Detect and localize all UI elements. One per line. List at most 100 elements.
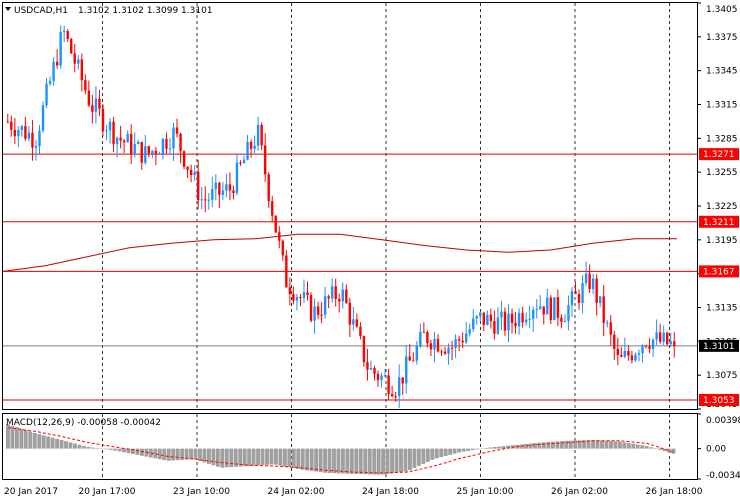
macd-histogram-bar [19,429,23,449]
macd-histogram-bar [645,446,649,449]
candle-body [472,319,474,330]
candle-body [296,297,298,301]
macd-histogram-bar [283,449,287,467]
candle-body [197,172,199,200]
current-price-label: 1.3101 [703,342,735,352]
candle-body [345,290,347,303]
candle-body [356,319,358,326]
candle-body [641,346,643,354]
candle-body [14,130,16,136]
macd-histogram-bar [278,449,282,466]
candle-body [659,332,661,341]
macd-histogram-bar [475,449,479,450]
macd-histogram-bar [497,447,501,449]
y-tick-label: 1.3345 [706,67,738,77]
candle-body [292,294,294,301]
macd-histogram-bar [176,449,180,461]
macd-histogram-bar [95,448,99,449]
candle-body [578,294,580,303]
macd-histogram-bar [287,449,291,468]
candle-body [419,332,421,346]
y-tick-label: 1.3225 [706,202,738,212]
candle-body [21,126,23,130]
macd-histogram-bar [551,442,555,449]
candle-body [264,145,266,174]
bearish-candle [310,292,312,322]
candle-body [557,297,559,318]
macd-histogram-bar [211,449,215,466]
candle-body [500,312,502,318]
macd-histogram-bar [136,449,140,455]
ohlc-values: 1.3102 1.3102 1.3099 1.3101 [78,6,213,16]
macd-histogram-bar [417,449,421,466]
macd-histogram-bar [533,443,537,449]
macd-histogram-bar [265,449,269,465]
macd-histogram-bar [46,437,50,449]
macd-histogram-bar [484,448,488,449]
candle-body [564,321,566,322]
macd-histogram-bar [247,449,251,466]
bearish-candle [70,38,72,54]
x-tick-label: 23 Jan 10:00 [173,487,230,497]
macd-histogram-bar [194,449,198,460]
macd-histogram-bar [538,443,542,449]
macd-histogram-bar [453,449,457,454]
macd-histogram-bar [69,442,73,448]
macd-histogram-bar [636,445,640,449]
candle-body [613,335,615,349]
candle-body [236,163,238,193]
macd-histogram-bar [86,447,90,449]
candle-body [603,296,605,323]
y-tick-label: 1.3255 [706,168,738,178]
y-tick-label: 1.3375 [706,33,738,43]
candle-body [391,394,393,396]
macd-histogram-bar [220,449,224,468]
macd-histogram-bar [225,449,229,468]
candle-body [243,160,245,163]
macd-histogram-bar [10,426,14,449]
candle-body [282,241,284,256]
macd-histogram-bar [323,449,327,473]
macd-histogram-bar [457,449,461,453]
candle-body [335,286,337,299]
macd-histogram-bar [24,430,28,449]
x-tick-label: 24 Jan 02:00 [268,487,325,497]
candle-body [105,130,107,131]
y-tick-label: 1.3285 [706,134,738,144]
candle-body [571,291,573,305]
candle-body [59,32,61,66]
macd-histogram-bar [444,449,448,456]
macd-histogram-bar [408,449,412,470]
candle-body [95,99,97,112]
candle-body [218,183,220,195]
candle-body [528,319,530,320]
candle-body [553,297,555,320]
candle-body [285,255,287,287]
candle-body [536,309,538,310]
candle-body [574,291,576,294]
macd-histogram-bar [529,444,533,449]
candle-body [204,199,206,200]
macd-histogram-bar [640,445,644,448]
macd-histogram-bar [600,440,604,448]
macd-histogram-bar [363,449,367,475]
macd-histogram-bar [319,449,323,472]
candle-body [148,146,150,153]
candle-body [444,352,446,354]
candle-body [24,126,26,139]
candle-body [77,59,79,63]
candle-body [222,191,224,195]
macd-histogram-bar [238,449,242,467]
macd-histogram-bar [605,441,609,449]
x-tick-label: 26 Jan 02:00 [551,487,608,497]
macd-histogram-bar [301,449,305,470]
candle-body [384,375,386,376]
candle-body [634,355,636,361]
candle-body [172,127,174,148]
candle-body [271,201,273,216]
candle-body [126,134,128,142]
candle-body [493,321,495,334]
candle-body [338,299,340,301]
macd-histogram-bar [33,433,37,449]
candle-body [134,144,136,154]
